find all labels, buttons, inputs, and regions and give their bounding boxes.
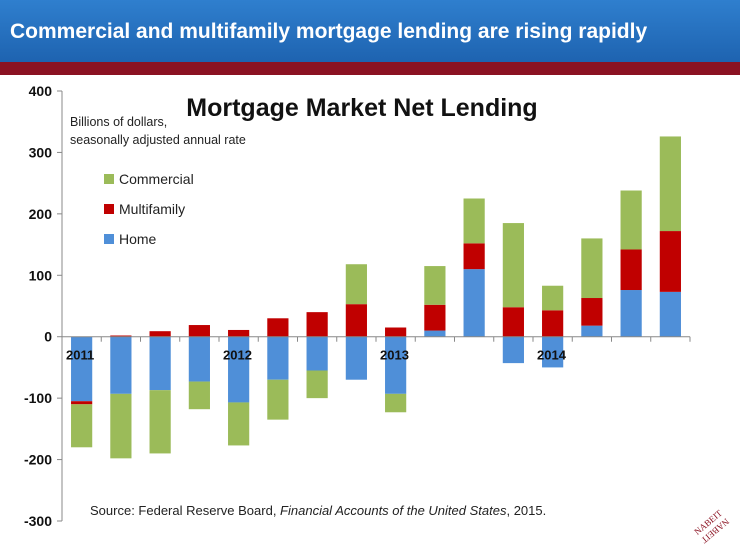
y-tick-label: -100 xyxy=(24,390,52,406)
y-tick-label: 400 xyxy=(29,83,53,99)
bar-home-2012-q1 xyxy=(228,336,250,403)
bar-multifamily-2014-q1 xyxy=(542,310,564,337)
source-italic: Financial Accounts of the United States xyxy=(280,503,507,518)
legend-swatch-commercial xyxy=(104,174,114,184)
bar-home-2012-q2 xyxy=(267,336,289,380)
bar-multifamily-2014-q4 xyxy=(659,231,681,292)
y-tick-label: -300 xyxy=(24,513,52,529)
bar-commercial-2014-q1 xyxy=(542,285,564,311)
y-tick-label: 100 xyxy=(29,267,53,283)
units-note-line-2: seasonally adjusted annual rate xyxy=(70,133,246,147)
bar-home-2014-q1 xyxy=(542,336,564,368)
bar-commercial-2012-q3 xyxy=(306,370,328,399)
bar-multifamily-2011-q3 xyxy=(149,331,171,337)
bar-commercial-2011-q1 xyxy=(71,404,93,448)
bar-commercial-2011-q4 xyxy=(188,381,210,410)
source-prefix: Source: Federal Reserve Board, xyxy=(90,503,280,518)
bar-commercial-2014-q3 xyxy=(620,190,642,250)
bar-home-2012-q3 xyxy=(306,336,328,371)
y-tick-label: 200 xyxy=(29,206,53,222)
bar-home-2013-q1 xyxy=(385,336,407,394)
bar-commercial-2011-q2 xyxy=(110,393,132,459)
bar-commercial-2013-q3 xyxy=(463,198,485,244)
banner-rule xyxy=(0,62,740,75)
legend-label-commercial: Commercial xyxy=(119,171,194,187)
bar-commercial-2014-q4 xyxy=(659,136,681,232)
source-suffix: , 2015. xyxy=(506,503,546,518)
source-note: Source: Federal Reserve Board, Financial… xyxy=(90,503,546,518)
bar-multifamily-2012-q2 xyxy=(267,318,289,337)
bar-home-2011-q1 xyxy=(71,336,93,402)
bar-multifamily-2011-q1 xyxy=(71,401,93,405)
bar-home-2014-q3 xyxy=(620,290,642,337)
bar-multifamily-2012-q1 xyxy=(228,329,250,337)
bar-home-2012-q4 xyxy=(345,336,367,380)
bar-multifamily-2013-q1 xyxy=(385,327,407,337)
y-tick-label: -200 xyxy=(24,452,52,468)
bar-multifamily-2014-q3 xyxy=(620,249,642,291)
bar-home-2014-q2 xyxy=(581,325,603,337)
year-label-2011: 2011 xyxy=(66,348,94,363)
year-label-2013: 2013 xyxy=(380,348,409,363)
chart-title: Mortgage Market Net Lending xyxy=(186,94,537,122)
bar-commercial-2011-q3 xyxy=(149,390,171,454)
bars-layer xyxy=(71,136,681,459)
axes-layer: 400 300 200 100 0 -100 -200 -300 2011 2012 2013 201… xyxy=(24,83,691,529)
year-label-2012: 2012 xyxy=(223,348,252,363)
legend-label-multifamily: Multifamily xyxy=(119,201,185,217)
bar-commercial-2013-q2 xyxy=(424,266,446,305)
bar-multifamily-2012-q3 xyxy=(306,312,328,337)
bar-home-2011-q3 xyxy=(149,336,171,391)
bar-home-2013-q4 xyxy=(502,336,524,364)
bar-commercial-2012-q1 xyxy=(228,402,250,446)
bar-multifamily-2013-q2 xyxy=(424,304,446,331)
bar-commercial-2012-q2 xyxy=(267,379,289,420)
bar-multifamily-2014-q2 xyxy=(581,298,603,326)
bar-multifamily-2011-q4 xyxy=(188,325,210,337)
bar-home-2011-q2 xyxy=(110,336,132,394)
logo-seal: NABEIT NABEIT xyxy=(692,508,731,546)
y-tick-label: 300 xyxy=(29,144,53,160)
legend-label-home: Home xyxy=(119,231,157,247)
legend: Commercial Multifamily Home xyxy=(104,171,194,247)
bar-commercial-2012-q4 xyxy=(345,264,367,305)
units-note-line-1: Billions of dollars, xyxy=(70,115,167,129)
bar-home-2013-q2 xyxy=(424,330,446,337)
bar-commercial-2013-q1 xyxy=(385,393,407,413)
legend-swatch-home xyxy=(104,234,114,244)
bar-multifamily-2011-q2 xyxy=(110,335,132,337)
bar-multifamily-2012-q4 xyxy=(345,304,367,337)
bar-home-2013-q3 xyxy=(463,269,485,337)
y-tick-label: 0 xyxy=(44,329,52,345)
bar-commercial-2014-q2 xyxy=(581,238,603,299)
bar-commercial-2013-q4 xyxy=(502,223,524,308)
legend-swatch-multifamily xyxy=(104,204,114,214)
bar-multifamily-2013-q3 xyxy=(463,243,485,270)
banner-title: Commercial and multifamily mortgage lend… xyxy=(10,20,648,43)
bar-multifamily-2013-q4 xyxy=(502,307,524,337)
title-banner: Commercial and multifamily mortgage lend… xyxy=(0,0,740,62)
year-label-2014: 2014 xyxy=(537,348,567,363)
bar-home-2014-q4 xyxy=(659,291,681,337)
bar-home-2011-q4 xyxy=(188,336,210,382)
